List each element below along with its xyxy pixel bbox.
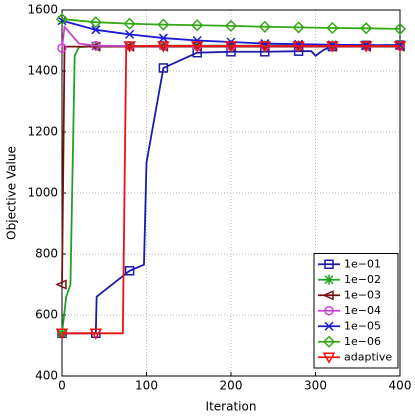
marker bbox=[190, 41, 204, 53]
marker bbox=[393, 22, 407, 35]
series-line bbox=[61, 18, 401, 30]
marker bbox=[326, 41, 339, 53]
x-axis-label: Iteration bbox=[206, 400, 257, 414]
y-tick-label: 1200 bbox=[27, 125, 58, 139]
marker bbox=[55, 13, 69, 26]
series-line bbox=[62, 45, 400, 335]
plot-frame bbox=[61, 9, 401, 377]
marker bbox=[324, 306, 334, 316]
marker bbox=[393, 41, 407, 53]
marker bbox=[57, 16, 67, 26]
marker bbox=[192, 35, 202, 46]
marker bbox=[326, 21, 339, 35]
marker bbox=[258, 20, 271, 33]
marker bbox=[191, 19, 204, 32]
marker bbox=[324, 274, 334, 285]
y-tick-label: 1400 bbox=[27, 64, 58, 78]
marker bbox=[224, 41, 238, 53]
marker bbox=[157, 18, 170, 31]
legend-label: adaptive bbox=[344, 350, 392, 363]
marker bbox=[322, 290, 334, 301]
x-tick-label: 400 bbox=[389, 379, 412, 393]
marker bbox=[359, 41, 373, 53]
legend-label: 1e−05 bbox=[344, 319, 381, 332]
marker bbox=[324, 321, 334, 331]
marker bbox=[123, 41, 136, 53]
y-tick-label: 400 bbox=[35, 369, 58, 383]
marker bbox=[55, 328, 69, 340]
marker bbox=[91, 25, 101, 35]
marker bbox=[157, 41, 170, 53]
x-tick-label: 0 bbox=[58, 379, 66, 393]
legend-label: 1e−02 bbox=[344, 273, 381, 286]
marker bbox=[324, 259, 334, 269]
y-tick-label: 1000 bbox=[27, 186, 58, 200]
marker bbox=[322, 352, 336, 364]
x-tick-label: 300 bbox=[304, 379, 327, 393]
y-axis-label: Objective Value bbox=[5, 146, 19, 240]
marker bbox=[258, 41, 272, 53]
marker bbox=[292, 21, 305, 34]
marker bbox=[89, 328, 103, 340]
legend-label: 1e−06 bbox=[344, 335, 381, 348]
marker bbox=[89, 16, 102, 29]
legend-label: 1e−03 bbox=[344, 288, 381, 301]
y-tick-label: 1600 bbox=[27, 3, 58, 17]
x-tick-label: 200 bbox=[220, 379, 243, 393]
marker bbox=[91, 40, 101, 51]
marker bbox=[123, 17, 136, 30]
marker bbox=[124, 266, 135, 276]
marker bbox=[360, 22, 373, 35]
legend-label: 1e−04 bbox=[344, 304, 381, 317]
y-tick-label: 600 bbox=[35, 308, 58, 322]
marker bbox=[292, 41, 305, 53]
legend-label: 1e−01 bbox=[344, 257, 381, 270]
y-tick-label: 800 bbox=[35, 247, 58, 261]
marker bbox=[224, 19, 238, 32]
marker bbox=[158, 33, 168, 43]
x-tick-label: 100 bbox=[135, 379, 158, 393]
marker bbox=[57, 43, 67, 53]
marker bbox=[158, 63, 169, 73]
marker bbox=[55, 279, 67, 290]
marker bbox=[322, 335, 336, 348]
marker bbox=[125, 29, 135, 39]
